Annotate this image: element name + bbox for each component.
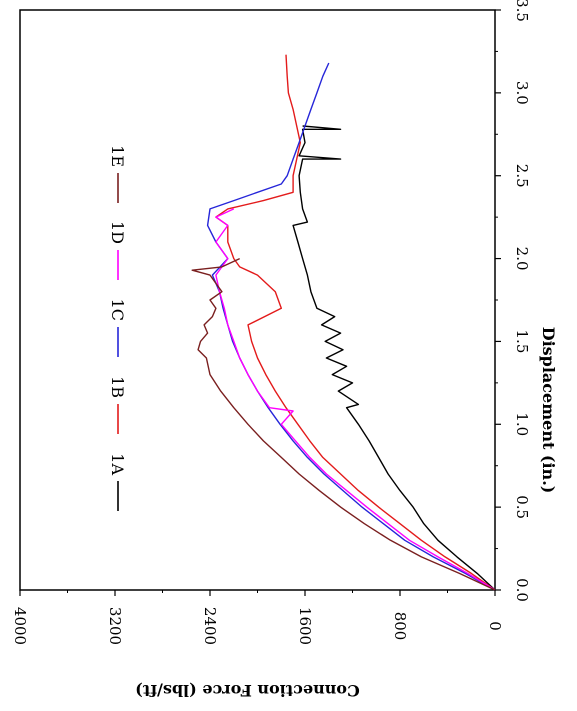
plot-frame xyxy=(19,9,496,591)
series-1e-line xyxy=(191,257,496,591)
x-tick-label: 1.0 xyxy=(513,412,531,436)
y-tick-label: 3200 xyxy=(106,607,124,645)
series-layer xyxy=(191,54,496,591)
y-axis: 0 800 1600 2400 3200 4000 xyxy=(11,590,504,645)
x-tick-label: 2.5 xyxy=(513,164,531,188)
y-tick-label: 1600 xyxy=(296,607,314,645)
y-axis-label: Connection Force (lbs/ft) xyxy=(135,681,360,700)
x-axis-label: Displacement (in.) xyxy=(539,327,558,494)
series-1a-line xyxy=(292,125,496,591)
y-tick-label: 4000 xyxy=(11,607,29,645)
legend-label-1b: 1B xyxy=(108,376,127,398)
x-tick-label: 0.5 xyxy=(513,495,531,519)
legend-label-1e: 1E xyxy=(108,145,127,167)
legend-label-1c: 1C xyxy=(108,299,127,321)
y-tick-label: 2400 xyxy=(201,607,219,645)
x-axis: 0.0 0.5 1.0 1.5 2.0 2.5 3.0 3.5 xyxy=(495,0,531,602)
legend: 1A 1B 1C 1D 1E xyxy=(108,145,127,511)
legend-label-1d: 1D xyxy=(108,221,127,244)
x-tick-label: 2.0 xyxy=(513,247,531,271)
y-tick-label: 800 xyxy=(391,612,409,641)
plot-area: 1A 1B 1C 1D 1E xyxy=(19,9,496,591)
x-tick-label: 3.5 xyxy=(513,0,531,22)
legend-label-1a: 1A xyxy=(108,453,127,475)
series-1c-line xyxy=(206,62,496,591)
series-1b-line xyxy=(215,54,496,591)
series-1d-line xyxy=(215,208,496,591)
x-tick-label: 3.0 xyxy=(513,81,531,105)
x-tick-label: 1.5 xyxy=(513,329,531,353)
y-tick-label: 0 xyxy=(486,621,504,631)
x-tick-label: 0.0 xyxy=(513,578,531,602)
